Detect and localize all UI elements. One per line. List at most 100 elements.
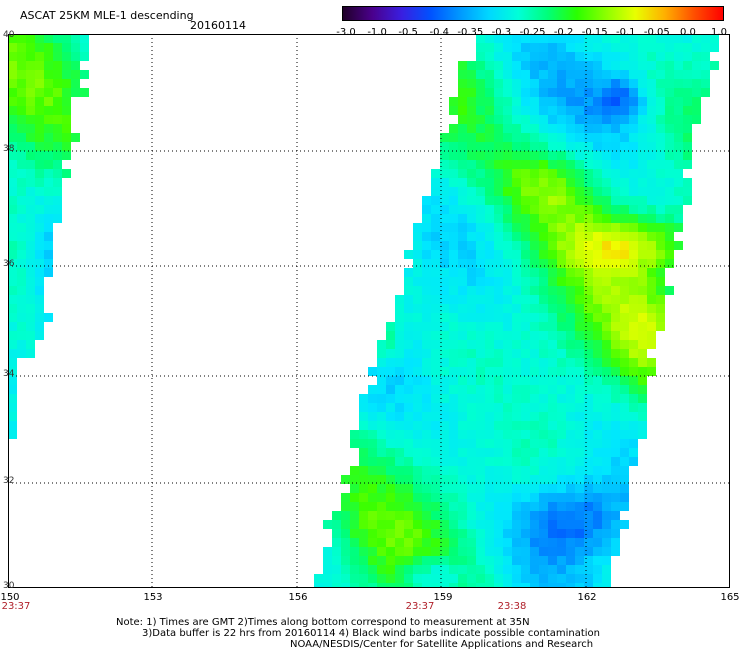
wind-cell [422,448,431,457]
wind-cell [458,430,467,439]
wind-cell [476,178,485,187]
wind-cell [647,340,656,349]
wind-cell [548,547,557,556]
wind-cell [548,358,557,367]
wind-cell [467,430,476,439]
wind-cell [548,574,557,583]
wind-cell [368,547,377,556]
wind-cell [557,385,566,394]
wind-cell [17,196,26,205]
wind-cell [620,223,629,232]
wind-cell [638,52,647,61]
wind-cell [629,43,638,52]
wind-cell [521,88,530,97]
wind-cell [44,196,53,205]
wind-cell [530,358,539,367]
wind-cell [683,142,692,151]
wind-cell [548,241,557,250]
wind-cell [692,106,701,115]
wind-cell [611,547,620,556]
wind-cell [620,205,629,214]
wind-cell [17,178,26,187]
note-line-3: NOAA/NESDIS/Center for Satellite Applica… [290,639,594,650]
wind-cell [521,565,530,574]
wind-cell [611,250,620,259]
wind-cell [485,142,494,151]
wind-cell [368,412,377,421]
wind-cell [494,529,503,538]
wind-cell [530,304,539,313]
wind-cell [692,34,701,43]
wind-cell [458,484,467,493]
wind-cell [593,457,602,466]
lon-label-153: 153 [143,592,163,603]
wind-cell [512,457,521,466]
wind-cell [44,70,53,79]
product-date: 20160114 [190,19,246,32]
wind-cell [692,115,701,124]
wind-cell [26,160,35,169]
wind-cell [413,259,422,268]
wind-cell [395,358,404,367]
wind-cell [44,223,53,232]
wind-cell [620,178,629,187]
wind-cell [395,457,404,466]
wind-cell [593,403,602,412]
wind-cell [620,187,629,196]
wind-cell [512,70,521,79]
wind-cell [404,556,413,565]
wind-cell [413,511,422,520]
wind-cell [476,574,485,583]
wind-cell [359,583,368,588]
wind-cell [656,277,665,286]
wind-cell [539,493,548,502]
wind-cell [332,511,341,520]
wind-cell [467,259,476,268]
wind-cell [395,538,404,547]
wind-cell [593,556,602,565]
wind-cell [368,493,377,502]
wind-cell [458,358,467,367]
wind-cell [638,196,647,205]
wind-cell [665,115,674,124]
wind-cell [665,97,674,106]
wind-cell [8,295,17,304]
wind-cell [503,205,512,214]
wind-cell [539,268,548,277]
wind-cell [584,430,593,439]
wind-cell [557,520,566,529]
wind-cell [512,250,521,259]
wind-cell [386,367,395,376]
wind-cell [638,97,647,106]
wind-cell [539,250,548,259]
wind-cell [503,412,512,421]
wind-cell [575,277,584,286]
wind-cell [593,43,602,52]
wind-cell [35,88,44,97]
wind-cell [557,187,566,196]
wind-cell [620,277,629,286]
wind-cell [665,214,674,223]
wind-cell [350,565,359,574]
wind-cell [377,502,386,511]
wind-cell [602,583,611,588]
wind-cell [548,385,557,394]
wind-cell [476,349,485,358]
wind-cell [647,160,656,169]
wind-cell [530,70,539,79]
wind-cell [467,106,476,115]
wind-cell [557,205,566,214]
wind-cell [458,268,467,277]
wind-cell [575,313,584,322]
wind-cell [512,187,521,196]
wind-cell [629,79,638,88]
wind-cell [485,475,494,484]
wind-cell [521,70,530,79]
wind-cell [494,367,503,376]
wind-cell [449,313,458,322]
wind-cell [485,529,494,538]
wind-cell [386,565,395,574]
wind-cell [638,403,647,412]
wind-cell [17,286,26,295]
wind-cell [548,430,557,439]
